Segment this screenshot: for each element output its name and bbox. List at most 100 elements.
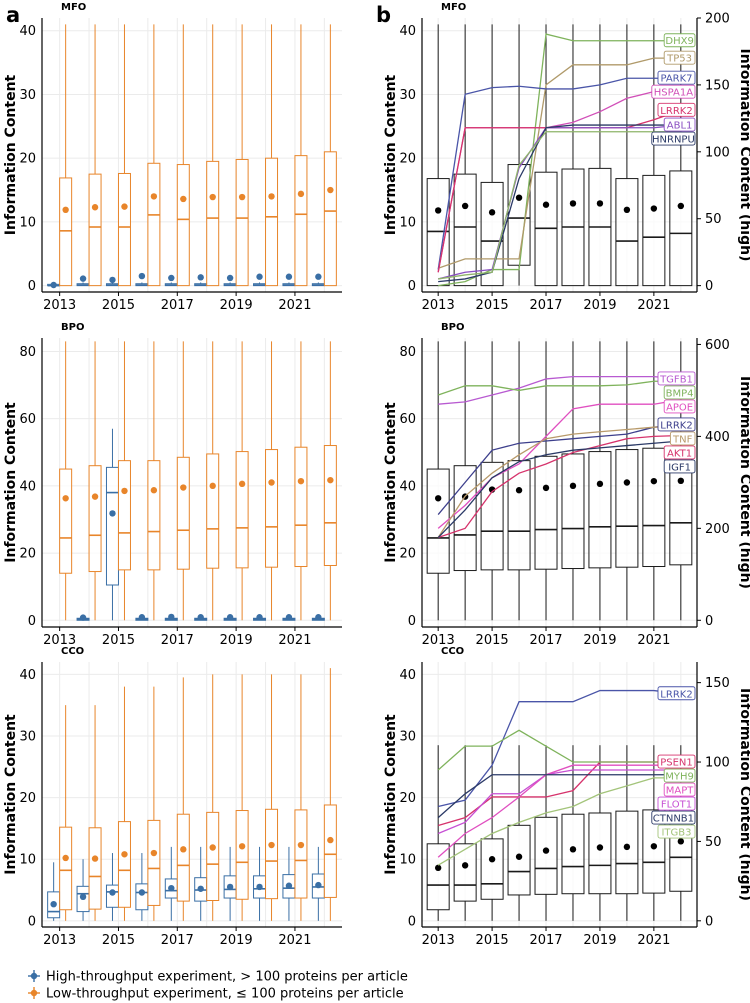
y-tick-label: 0 (28, 914, 36, 929)
gene-label-apoe: APOE (663, 399, 696, 413)
gene-line-flot1 (437, 769, 681, 835)
box-2022-box (669, 24, 693, 287)
box-iqr (642, 174, 666, 287)
box-mean-point (327, 476, 334, 484)
box-2017-box (534, 24, 558, 287)
box-iqr (176, 164, 190, 287)
box-iqr (59, 177, 73, 287)
box-mean-point (623, 843, 631, 851)
x-tick-label: 2019 (220, 298, 253, 313)
gene-line-tgfb1 (438, 375, 681, 405)
box-mean-point (268, 841, 275, 849)
subplot-title: CCO (61, 646, 84, 657)
series-1-2017-box (176, 24, 190, 287)
box-iqr (206, 453, 220, 569)
x-tick-label: 2013 (422, 933, 455, 948)
gene-label-text: PSEN1 (660, 758, 693, 769)
gene-label-text: AKT1 (667, 448, 692, 459)
y-axis-label: Information Content (3, 714, 19, 875)
y2-tick-label: 50 (705, 835, 722, 850)
box-mean-point (315, 614, 322, 621)
box-2019-box (588, 745, 612, 921)
series-0-2015-box (105, 853, 119, 921)
box-mean-point (297, 477, 305, 485)
box-2015-box (480, 341, 504, 621)
series-low-throughput (59, 341, 337, 621)
box-mean-point (197, 885, 204, 892)
box-2020-box (615, 341, 639, 621)
legend-item-high-throughput: High-throughput experiment, > 100 protei… (28, 970, 408, 985)
x-tick-label: 2021 (637, 298, 670, 313)
y-tick-label: 20 (19, 547, 36, 562)
y-tick-label: 80 (399, 345, 416, 360)
gene-label-lrrk2: LRRK2 (657, 102, 696, 117)
box-mean-point (150, 193, 158, 200)
x-tick-label: 2015 (476, 633, 509, 648)
box-mean-point (596, 480, 604, 488)
gene-label-hspa1a: HSPA1A (651, 84, 696, 99)
x-tick-label: 2019 (583, 933, 616, 948)
subplot-title: MFO (441, 2, 466, 13)
series-1-2014-box (88, 705, 102, 921)
box-iqr (507, 460, 531, 571)
box-iqr (669, 170, 693, 287)
series-0-2014-box (76, 275, 90, 287)
y-tick-label: 0 (408, 279, 416, 294)
box-2019-box (588, 24, 612, 287)
y-tick-label: 40 (399, 479, 416, 494)
box-mean-point (488, 856, 496, 863)
y2-tick-label: 0 (705, 614, 713, 629)
y2-tick-label: 600 (705, 338, 730, 353)
y-tick-label: 80 (19, 345, 36, 360)
series-1-2020-box (265, 341, 279, 621)
box-2013-box (426, 745, 450, 921)
series-1-2021-box (294, 674, 308, 921)
y2-tick-label: 100 (705, 145, 730, 160)
gene-line-abl1 (438, 124, 681, 280)
box-mean-point (434, 207, 442, 214)
series-1-2022-box (323, 341, 337, 621)
box-iqr (176, 813, 190, 902)
subplot-title: MFO (61, 2, 86, 13)
box-mean-point (138, 889, 146, 896)
series-1-2022-box (323, 24, 337, 287)
box-iqr (294, 155, 308, 287)
x-tick-label: 2017 (161, 633, 194, 648)
y-axis-label: Information Content (383, 402, 399, 563)
y-tick-label: 10 (19, 853, 36, 868)
gene-line-akt1 (437, 434, 681, 539)
gene-label-ctnnb1: CTNNB1 (651, 810, 696, 825)
chart-b_mfo: 0 10 20 30 40 MFO Information Content 2013 2015 2… (383, 2, 750, 313)
box-mean-point (285, 614, 293, 621)
y-axis-label: Information Content (383, 74, 399, 235)
gene-label-text: HNRNPU (652, 135, 695, 146)
box-2018-box (561, 745, 585, 921)
series-0-2015-box (105, 276, 119, 287)
box-iqr (534, 816, 558, 895)
box-iqr (206, 811, 220, 901)
box-mean-point (327, 186, 334, 194)
y-tick-label: 20 (19, 791, 36, 806)
x-tick-label: 2019 (583, 633, 616, 648)
y-tick-label: 0 (408, 914, 416, 929)
gene-label-box (651, 131, 696, 146)
gene-label-box (663, 768, 696, 783)
subplot-title: BPO (61, 322, 84, 333)
gene-line-apoe (437, 398, 681, 529)
box-mean-point (180, 195, 187, 203)
box-mean-point (109, 510, 116, 517)
box-mean-point (569, 846, 577, 853)
y2-tick-label: 0 (705, 279, 713, 294)
box-iqr (88, 827, 102, 910)
box-iqr (88, 465, 102, 573)
gene-label-abl1: ABL1 (663, 117, 696, 132)
gene-label-box (663, 50, 696, 65)
x-tick-label: 2021 (278, 633, 311, 648)
gene-label-box (657, 796, 696, 811)
box-mean-point (180, 484, 187, 491)
y2-tick-label: 400 (705, 430, 730, 445)
box-mean-point (256, 273, 263, 280)
gene-label-text: LRRK2 (660, 420, 692, 431)
box-mean-point (79, 275, 87, 282)
box-2015-box (480, 745, 504, 921)
